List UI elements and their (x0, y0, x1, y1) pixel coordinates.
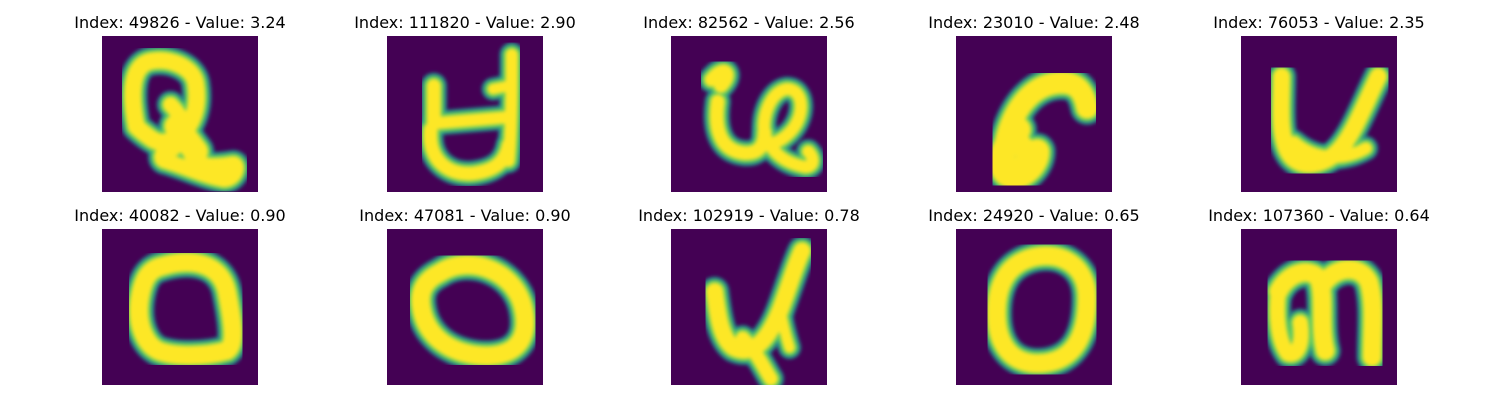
glyph-image (699, 236, 817, 385)
sample-image (387, 229, 543, 385)
glyph-layer (989, 71, 1098, 189)
sample-tile: Index: 49826 - Value: 3.24 (55, 13, 305, 198)
glyph-stroke (704, 64, 734, 93)
sample-title: Index: 76053 - Value: 2.35 (1213, 13, 1425, 32)
sample-image (387, 36, 543, 192)
glyph-image (1266, 61, 1394, 180)
sample-image (671, 229, 827, 385)
sample-title: Index: 111820 - Value: 2.90 (354, 13, 576, 32)
glyph-stroke (1312, 260, 1383, 367)
glyph-stroke (411, 255, 535, 366)
glyph-stroke (757, 82, 808, 150)
glyph-stroke (774, 304, 796, 354)
glyph-stroke (129, 253, 243, 365)
glyph-stroke (427, 110, 515, 130)
sample-title: Index: 49826 - Value: 3.24 (74, 13, 286, 32)
glyph-image (1262, 253, 1389, 373)
glyph-layer (423, 48, 519, 181)
sample-image (1241, 229, 1397, 385)
glyph-stroke (706, 242, 811, 359)
glyph-layer (124, 51, 244, 188)
sample-tile: Index: 24920 - Value: 0.65 (909, 206, 1159, 391)
sample-title: Index: 82562 - Value: 2.56 (643, 13, 855, 32)
glyph-layer (704, 64, 819, 174)
glyph-stroke (735, 331, 778, 385)
glyph-stroke (1329, 133, 1353, 157)
sample-tile: Index: 23010 - Value: 2.48 (909, 13, 1159, 198)
glyph-stroke (1287, 135, 1373, 164)
sample-tile: Index: 82562 - Value: 2.56 (624, 13, 874, 198)
glyph-image (117, 45, 251, 192)
glyph-layer (1272, 67, 1387, 173)
glyph-stroke (487, 80, 515, 95)
glyph-stroke (124, 51, 206, 151)
sample-tile: Index: 76053 - Value: 2.35 (1194, 13, 1444, 198)
sample-tile: Index: 47081 - Value: 0.90 (340, 206, 590, 391)
sample-title: Index: 40082 - Value: 0.90 (74, 206, 286, 225)
sample-tile: Index: 40082 - Value: 0.90 (55, 206, 305, 391)
glyph-stroke (423, 122, 516, 181)
glyph-stroke (987, 246, 1097, 373)
glyph-stroke (989, 117, 1050, 189)
sample-title: Index: 107360 - Value: 0.64 (1208, 206, 1430, 225)
sample-tile: Index: 102919 - Value: 0.78 (624, 206, 874, 391)
sample-image (956, 36, 1112, 192)
glyph-image (698, 58, 826, 180)
glyph-image (982, 65, 1105, 192)
sample-title: Index: 24920 - Value: 0.65 (928, 206, 1140, 225)
sample-image (956, 229, 1112, 385)
glyph-stroke (164, 114, 209, 164)
glyph-stroke (1272, 67, 1387, 173)
sample-title: Index: 102919 - Value: 0.78 (638, 206, 860, 225)
glyph-layer (411, 255, 535, 366)
sample-image (671, 36, 827, 192)
glyph-image (123, 246, 249, 371)
glyph-stroke (761, 135, 819, 174)
sample-title: Index: 23010 - Value: 2.48 (928, 13, 1140, 32)
sample-tile: Index: 107360 - Value: 0.64 (1194, 206, 1444, 391)
glyph-image (980, 240, 1103, 379)
glyph-layer (987, 246, 1097, 373)
glyph-image (417, 42, 525, 187)
glyph-layer (1269, 260, 1383, 367)
sample-image (1241, 36, 1397, 192)
glyph-layer (129, 253, 243, 365)
glyph-stroke (1269, 283, 1309, 362)
glyph-image (405, 249, 541, 372)
glyph-layer (706, 242, 811, 385)
sample-image (102, 229, 258, 385)
sample-title: Index: 47081 - Value: 0.90 (359, 206, 571, 225)
sample-image (102, 36, 258, 192)
sample-tile: Index: 111820 - Value: 2.90 (340, 13, 590, 198)
